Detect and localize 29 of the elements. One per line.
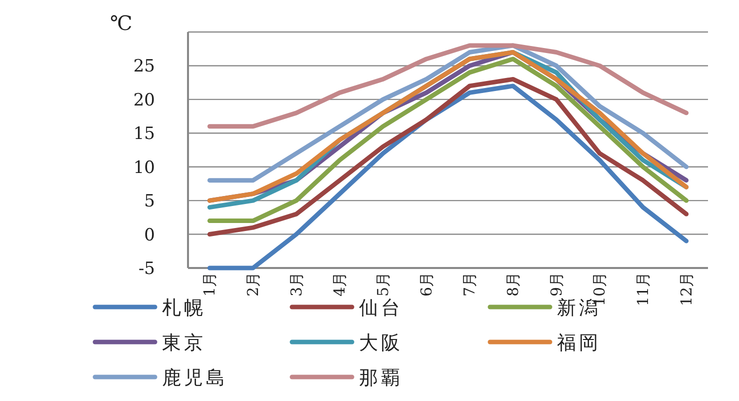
x-tick-label: 1月 bbox=[200, 272, 219, 297]
x-tick-label: 6月 bbox=[417, 272, 436, 297]
legend-label: 鹿児島 bbox=[162, 367, 228, 389]
y-tick-label: 10 bbox=[133, 158, 155, 178]
y-tick-label: 15 bbox=[133, 124, 155, 144]
y-tick-label: 25 bbox=[133, 56, 155, 77]
y-tick-label: 0 bbox=[144, 225, 155, 246]
y-tick-label: -5 bbox=[138, 259, 155, 279]
legend-label: 那覇 bbox=[359, 367, 403, 389]
x-tick-label: 11月 bbox=[634, 272, 652, 306]
line-series bbox=[207, 76, 689, 237]
x-tick-label: 9月 bbox=[547, 272, 566, 297]
legend-label: 東京 bbox=[162, 332, 206, 354]
x-tick-label: 3月 bbox=[287, 272, 306, 297]
y-axis-title: ℃ bbox=[110, 11, 132, 35]
legend-label: 仙台 bbox=[359, 297, 403, 319]
legend-label: 大阪 bbox=[359, 332, 403, 354]
x-tick-label: 5月 bbox=[374, 272, 392, 297]
x-tick-label: 8月 bbox=[504, 272, 522, 297]
y-tick-label: 20 bbox=[133, 90, 155, 110]
line-series bbox=[207, 43, 689, 129]
x-tick-label: 7月 bbox=[460, 272, 479, 297]
x-tick-label: 2月 bbox=[244, 272, 262, 297]
y-tick-label: 5 bbox=[144, 192, 155, 212]
line-series bbox=[207, 84, 689, 270]
legend-label: 札幌 bbox=[162, 297, 206, 319]
x-tick-label: 4月 bbox=[330, 272, 349, 297]
x-tick-label: 12月 bbox=[677, 272, 696, 306]
legend-label: 福岡 bbox=[557, 332, 601, 354]
